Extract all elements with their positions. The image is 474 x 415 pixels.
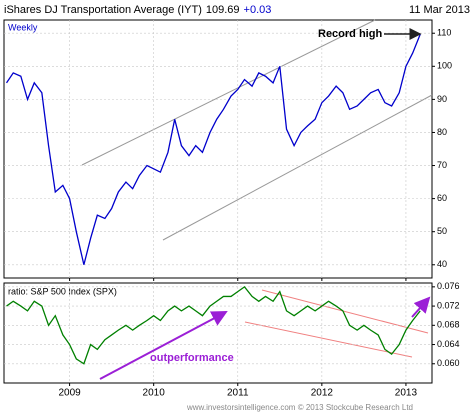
last-price: 109.69 bbox=[206, 4, 240, 16]
y-tick-label: 70 bbox=[437, 160, 447, 170]
y-tick-label: 0.068 bbox=[437, 320, 460, 330]
trend-line bbox=[244, 321, 413, 358]
y-tick-label: 100 bbox=[437, 61, 452, 71]
x-tick-label: 2012 bbox=[311, 388, 334, 399]
x-tick-label: 2010 bbox=[143, 388, 166, 399]
y-tick-label: 110 bbox=[437, 28, 451, 38]
arrow bbox=[99, 311, 228, 380]
x-tick-label: 2011 bbox=[227, 388, 249, 399]
trend-line bbox=[81, 19, 376, 166]
ratio-panel bbox=[3, 282, 433, 384]
y-tick-label: 0.072 bbox=[437, 300, 460, 310]
period-label: Weekly bbox=[8, 22, 38, 32]
price-panel bbox=[3, 19, 433, 279]
ratio-label: ratio: S&P 500 Index (SPX) bbox=[8, 286, 117, 296]
price-line bbox=[6, 285, 421, 365]
y-tick-label: 0.076 bbox=[437, 281, 460, 291]
x-tick-label: 2009 bbox=[58, 388, 81, 399]
price-change: +0.03 bbox=[244, 4, 272, 16]
footer: www.investorsintelligence.com © 2013 Sto… bbox=[186, 403, 413, 412]
header: iShares DJ Transportation Average (IYT) 1… bbox=[4, 4, 271, 16]
series-layer: 40 50 60 70 80 90 100 110 0.060 0.064 0.068 0.072 0.… bbox=[4, 20, 460, 399]
price-line bbox=[5, 34, 421, 265]
y-tick-label: 80 bbox=[437, 127, 447, 137]
y-tick-label: 60 bbox=[437, 193, 447, 203]
chart-date: 11 Mar 2013 bbox=[409, 4, 470, 16]
annotation: outperformance bbox=[150, 352, 234, 364]
y-tick-label: 90 bbox=[437, 94, 447, 104]
y-tick-label: 0.064 bbox=[437, 339, 460, 349]
annotation: Record high bbox=[318, 28, 382, 40]
y-tick-label: 50 bbox=[437, 226, 447, 236]
arrow bbox=[411, 296, 431, 318]
y-tick-label: 0.060 bbox=[437, 358, 460, 368]
y-tick-label: 40 bbox=[437, 259, 447, 269]
trend-line bbox=[261, 289, 429, 334]
trend-line bbox=[162, 94, 433, 241]
x-tick-label: 2013 bbox=[395, 388, 418, 399]
chart-title: iShares DJ Transportation Average (IYT) bbox=[4, 4, 202, 16]
